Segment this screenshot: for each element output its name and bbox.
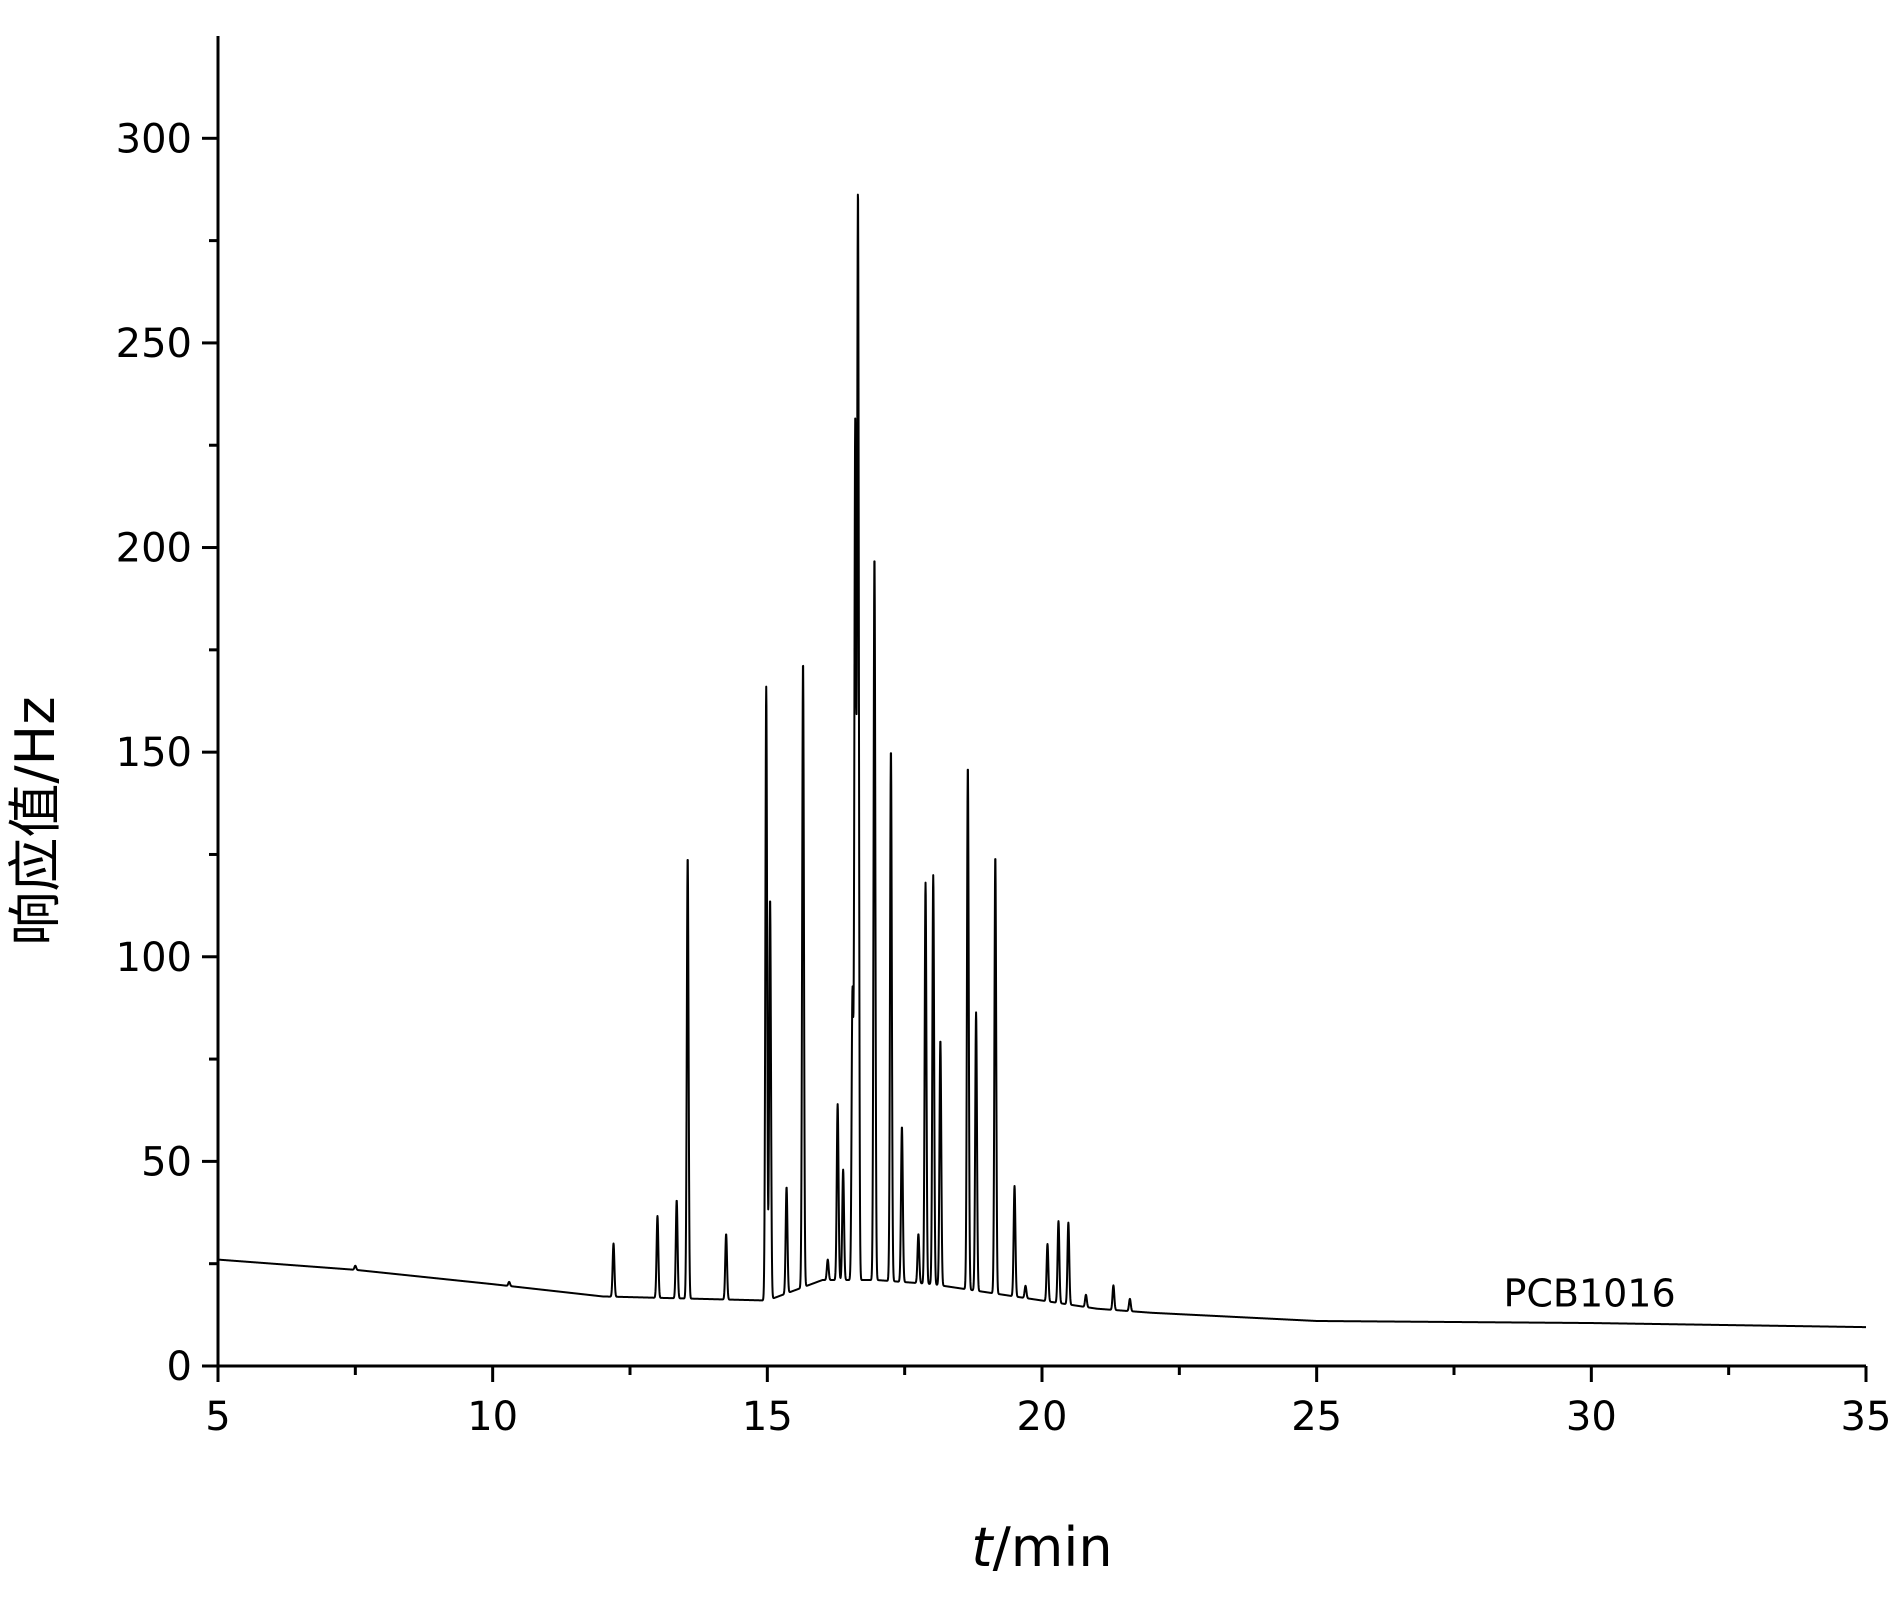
y-axis-title: 响应值/Hz [4,696,67,945]
x-tick-label: 35 [1841,1394,1892,1440]
x-tick-label: 20 [1017,1394,1068,1440]
series-label: PCB1016 [1503,1271,1675,1315]
x-tick-label: 25 [1291,1394,1342,1440]
y-tick-label: 100 [116,935,192,981]
y-tick-label: 300 [116,116,192,162]
y-tick-label: 150 [116,730,192,776]
x-axis-title: t/min [971,1516,1112,1579]
y-ticks: 0 50 100 150 200 250 300 [116,116,218,1390]
y-tick-label: 250 [116,321,192,367]
x-tick-label: 5 [205,1394,230,1440]
y-tick-label: 0 [167,1344,192,1390]
x-tick-label: 10 [467,1394,518,1440]
series-line-pcb1016 [217,193,1867,1329]
y-tick-label: 50 [141,1139,192,1185]
x-axis-title-unit: /min [993,1516,1113,1579]
plot-area [217,193,1867,1329]
x-axis-title-italic: t [971,1516,994,1579]
x-tick-label: 15 [742,1394,793,1440]
x-ticks: 5 10 15 20 25 30 35 [205,1366,1891,1440]
x-tick-label: 30 [1566,1394,1617,1440]
y-tick-label: 200 [116,526,192,572]
